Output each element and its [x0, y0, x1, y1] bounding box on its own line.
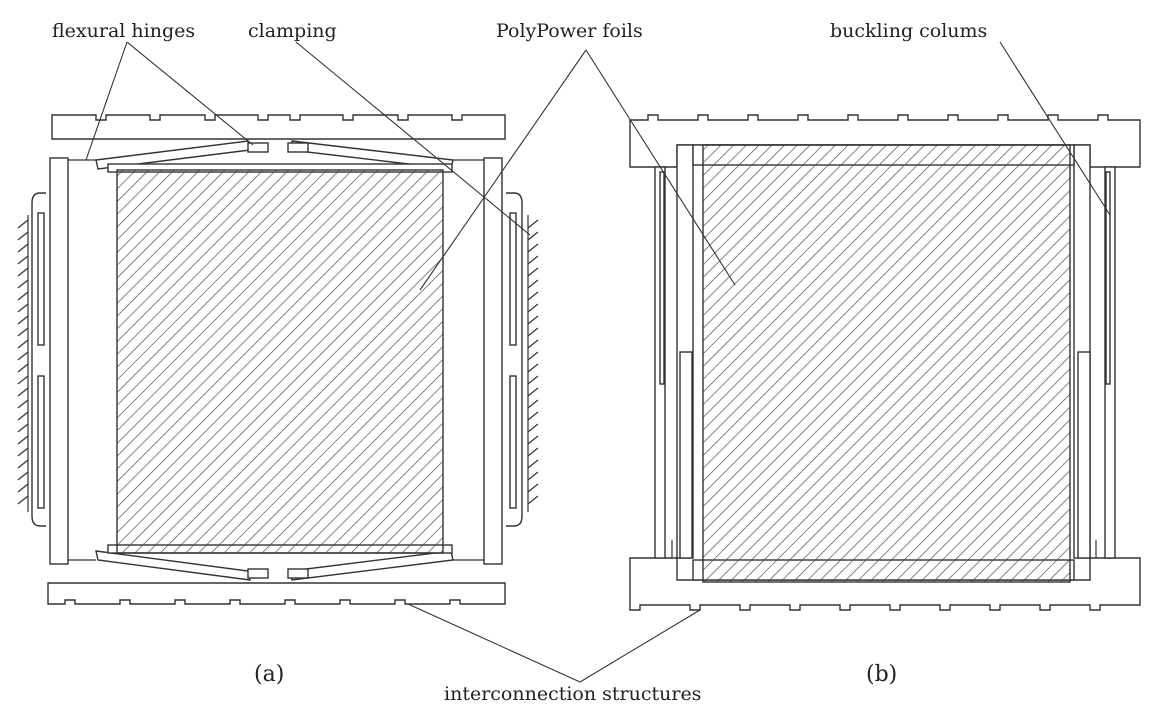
- top-interconnection-bar-a: [51, 114, 506, 140]
- panel-b: [629, 114, 1141, 611]
- left-buckling-column-lower-b: [679, 351, 693, 559]
- panel-a: [17, 114, 539, 605]
- right-ground-hatch-a: [527, 219, 539, 505]
- bottom-left-plate-a: [95, 550, 251, 581]
- leader-interconnection-b: [579, 609, 701, 683]
- top-left-hinge-block-a: [247, 142, 269, 153]
- label-panel-b: (b): [866, 662, 897, 687]
- leader-flexural-left: [85, 41, 128, 161]
- left-clamp-slot-lower-a: [37, 375, 45, 509]
- label-interconnection-structures: interconnection structures: [444, 683, 701, 705]
- left-clamp-slot-upper-a: [37, 212, 45, 346]
- label-buckling-colums: buckling colums: [830, 20, 987, 42]
- bottom-interconnection-bar-b: [629, 557, 1141, 611]
- right-clamp-slot-lower-a: [509, 375, 517, 509]
- right-buckling-column-lower-b: [1077, 351, 1091, 559]
- label-panel-a: (a): [254, 662, 284, 687]
- bottom-interconnection-bar-a: [47, 582, 506, 605]
- label-flexural-hinges: flexural hinges: [52, 20, 195, 42]
- label-clamping: clamping: [248, 20, 337, 42]
- right-frame-column-a: [483, 157, 503, 565]
- leader-clamping: [295, 41, 531, 236]
- leader-lines: [85, 41, 1111, 683]
- polypower-foil-a: [116, 169, 444, 554]
- polypower-foil-b: [702, 144, 1071, 583]
- right-clamp-slot-upper-a: [509, 212, 517, 346]
- left-frame-column-a: [49, 157, 69, 565]
- bottom-right-hinge-block-a: [287, 568, 309, 579]
- top-interconnection-bar-b: [629, 114, 1141, 168]
- bottom-right-plate-a: [289, 550, 454, 581]
- left-ground-hatch-a: [17, 219, 29, 505]
- top-right-hinge-block-a: [287, 142, 309, 153]
- leader-interconnection-a: [407, 603, 581, 683]
- bottom-left-hinge-block-a: [247, 568, 269, 579]
- leader-polypower-b: [585, 49, 736, 286]
- right-buckling-column-inner-b: [1105, 171, 1111, 385]
- leader-buckling: [999, 41, 1111, 216]
- label-polypower-foils: PolyPower foils: [496, 20, 643, 42]
- left-buckling-column-inner-b: [659, 171, 665, 385]
- leader-polypower-a: [419, 49, 587, 291]
- leader-flexural-right: [126, 41, 254, 146]
